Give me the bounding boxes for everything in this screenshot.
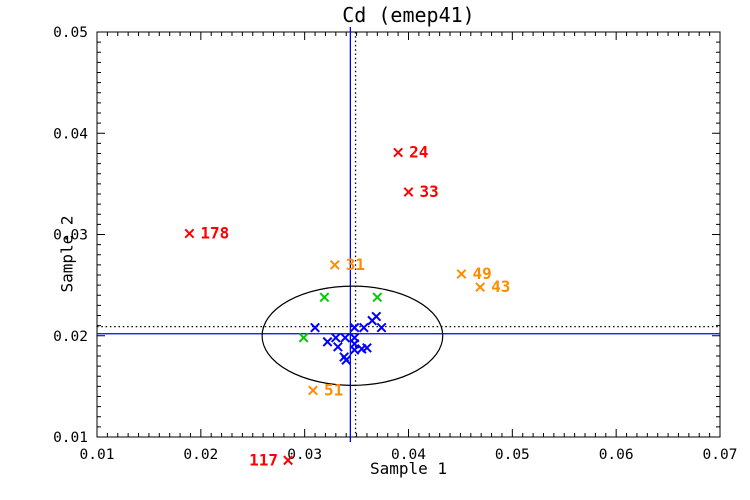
point-label-24: 24 [409,142,428,161]
x-tick-label: 0.01 [80,447,115,463]
point-label-43: 43 [491,277,510,296]
data-point [332,341,343,352]
data-point [340,332,351,343]
x-tick-label: 0.07 [703,447,738,463]
point-label-31: 31 [346,255,365,274]
data-point [362,342,372,353]
point-label-178: 178 [200,223,229,242]
data-point [298,332,309,343]
data-point-24 [393,147,404,158]
data-point [349,322,360,333]
x-axis-title: Sample 1 [369,459,448,478]
data-point-49 [456,269,467,279]
x-tick-label: 0.03 [287,447,322,463]
data-point [310,322,320,333]
x-tick-label: 0.04 [391,447,426,463]
y-tick-label: 0.05 [53,25,88,41]
x-tick-label: 0.06 [599,447,634,463]
data-point [322,336,333,347]
point-label-33: 33 [420,182,439,201]
point-label-51: 51 [324,380,343,399]
data-point [371,311,382,322]
x-tick-label: 0.02 [183,447,218,463]
tolerance-ellipse [261,285,444,386]
data-point [358,322,369,333]
data-point [376,322,387,333]
data-point [341,355,352,365]
data-point [319,292,330,303]
point-label-117: 117 [249,450,278,469]
y-tick-label: 0.04 [53,126,88,142]
data-point [372,292,383,303]
data-point-31 [329,259,340,270]
data-point-178 [184,228,195,239]
y-tick-label: 0.01 [53,430,88,446]
point-label-49: 49 [472,264,491,283]
data-point-43 [475,282,486,293]
y-tick-label: 0.02 [53,329,88,345]
data-point-33 [403,187,414,197]
y-tick-label: 0.03 [53,228,88,244]
chart-title: Cd (emep41) [342,3,475,27]
data-point [330,332,341,343]
data-point-117 [283,455,293,466]
data-point-51 [308,385,318,396]
x-tick-label: 0.05 [495,447,530,463]
